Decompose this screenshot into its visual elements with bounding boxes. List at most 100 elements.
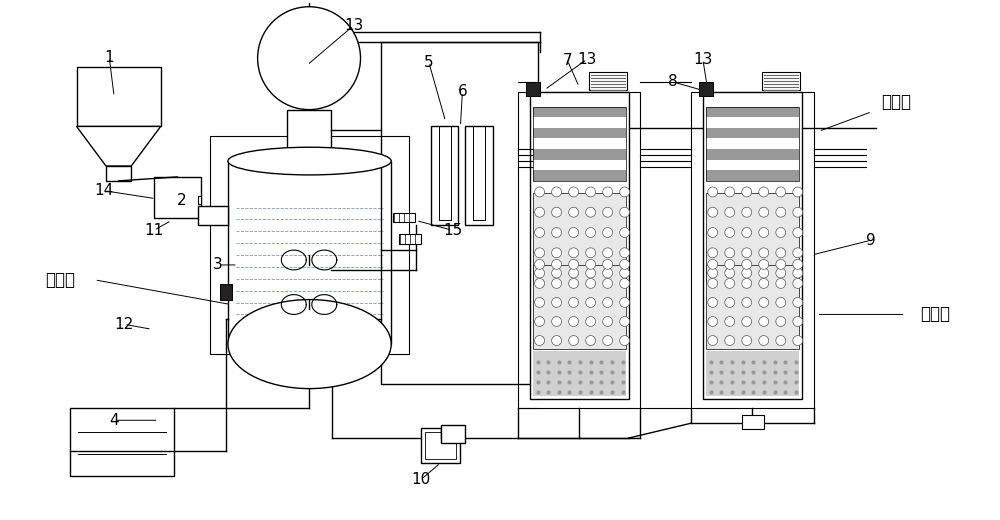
Text: 2: 2 [177,193,186,208]
Circle shape [742,268,752,278]
Text: 4: 4 [109,413,119,428]
Circle shape [603,207,613,217]
Text: 出气口: 出气口 [881,93,911,111]
Circle shape [793,228,803,238]
Text: 10: 10 [411,472,430,487]
Circle shape [759,335,769,345]
Circle shape [725,297,735,307]
Circle shape [552,268,562,278]
Bar [154,177,201,218]
Circle shape [759,259,769,269]
Circle shape [759,228,769,238]
Circle shape [742,248,752,258]
Circle shape [586,335,596,345]
Bar [706,193,799,282]
Circle shape [776,187,786,197]
Text: 12: 12 [114,317,134,332]
Text: 13: 13 [344,18,363,33]
Text: 3: 3 [213,257,223,272]
Bar [706,107,799,117]
Circle shape [742,317,752,327]
Text: 14: 14 [95,183,114,198]
Circle shape [742,187,752,197]
Circle shape [776,278,786,289]
Bar [431,126,458,225]
Text: 5: 5 [424,55,434,70]
Bar [425,432,456,459]
Bar [287,110,331,161]
Circle shape [620,228,630,238]
Bar [589,72,627,90]
Circle shape [620,207,630,217]
Circle shape [742,207,752,217]
Circle shape [759,248,769,258]
Bar [70,408,174,476]
Circle shape [603,278,613,289]
Bar [533,170,626,181]
Circle shape [793,248,803,258]
Circle shape [708,259,718,269]
Text: 8: 8 [668,74,678,89]
Text: 吸收液: 吸收液 [920,305,950,323]
Bar [533,117,626,128]
Circle shape [535,278,545,289]
Circle shape [535,297,545,307]
Text: 水解液: 水解液 [45,271,75,289]
Circle shape [742,297,752,307]
Circle shape [620,248,630,258]
Ellipse shape [228,147,391,175]
Circle shape [569,259,579,269]
Circle shape [552,187,562,197]
Circle shape [535,259,545,269]
Text: 1: 1 [104,50,114,64]
Circle shape [759,317,769,327]
Circle shape [793,317,803,327]
Circle shape [603,335,613,345]
Circle shape [620,317,630,327]
Circle shape [603,259,613,269]
Circle shape [603,297,613,307]
Bar [518,92,640,408]
Ellipse shape [258,7,361,110]
Circle shape [725,207,735,217]
Circle shape [535,248,545,258]
Circle shape [708,335,718,345]
Bar [530,92,629,398]
Circle shape [535,268,545,278]
Circle shape [793,268,803,278]
Circle shape [793,259,803,269]
Bar [77,67,161,126]
Circle shape [586,248,596,258]
Bar [441,425,465,443]
Bar [106,166,131,181]
Bar [706,128,799,138]
Circle shape [620,187,630,197]
Bar [233,205,386,334]
Circle shape [776,228,786,238]
Bar [533,351,626,396]
Circle shape [793,207,803,217]
Bar [198,196,201,204]
Circle shape [742,259,752,269]
Circle shape [776,297,786,307]
Text: 11: 11 [144,223,163,238]
Circle shape [708,228,718,238]
Bar [706,149,799,160]
Bar [706,351,799,396]
Circle shape [586,228,596,238]
Circle shape [569,297,579,307]
Circle shape [552,207,562,217]
Bar [228,161,391,344]
Circle shape [725,317,735,327]
Circle shape [586,268,596,278]
Text: 9: 9 [866,233,876,248]
Bar [533,265,626,349]
Circle shape [603,187,613,197]
Bar [706,138,799,149]
Circle shape [569,317,579,327]
Bar [703,92,802,398]
Circle shape [759,268,769,278]
Circle shape [603,248,613,258]
Circle shape [552,317,562,327]
Bar [533,107,626,117]
